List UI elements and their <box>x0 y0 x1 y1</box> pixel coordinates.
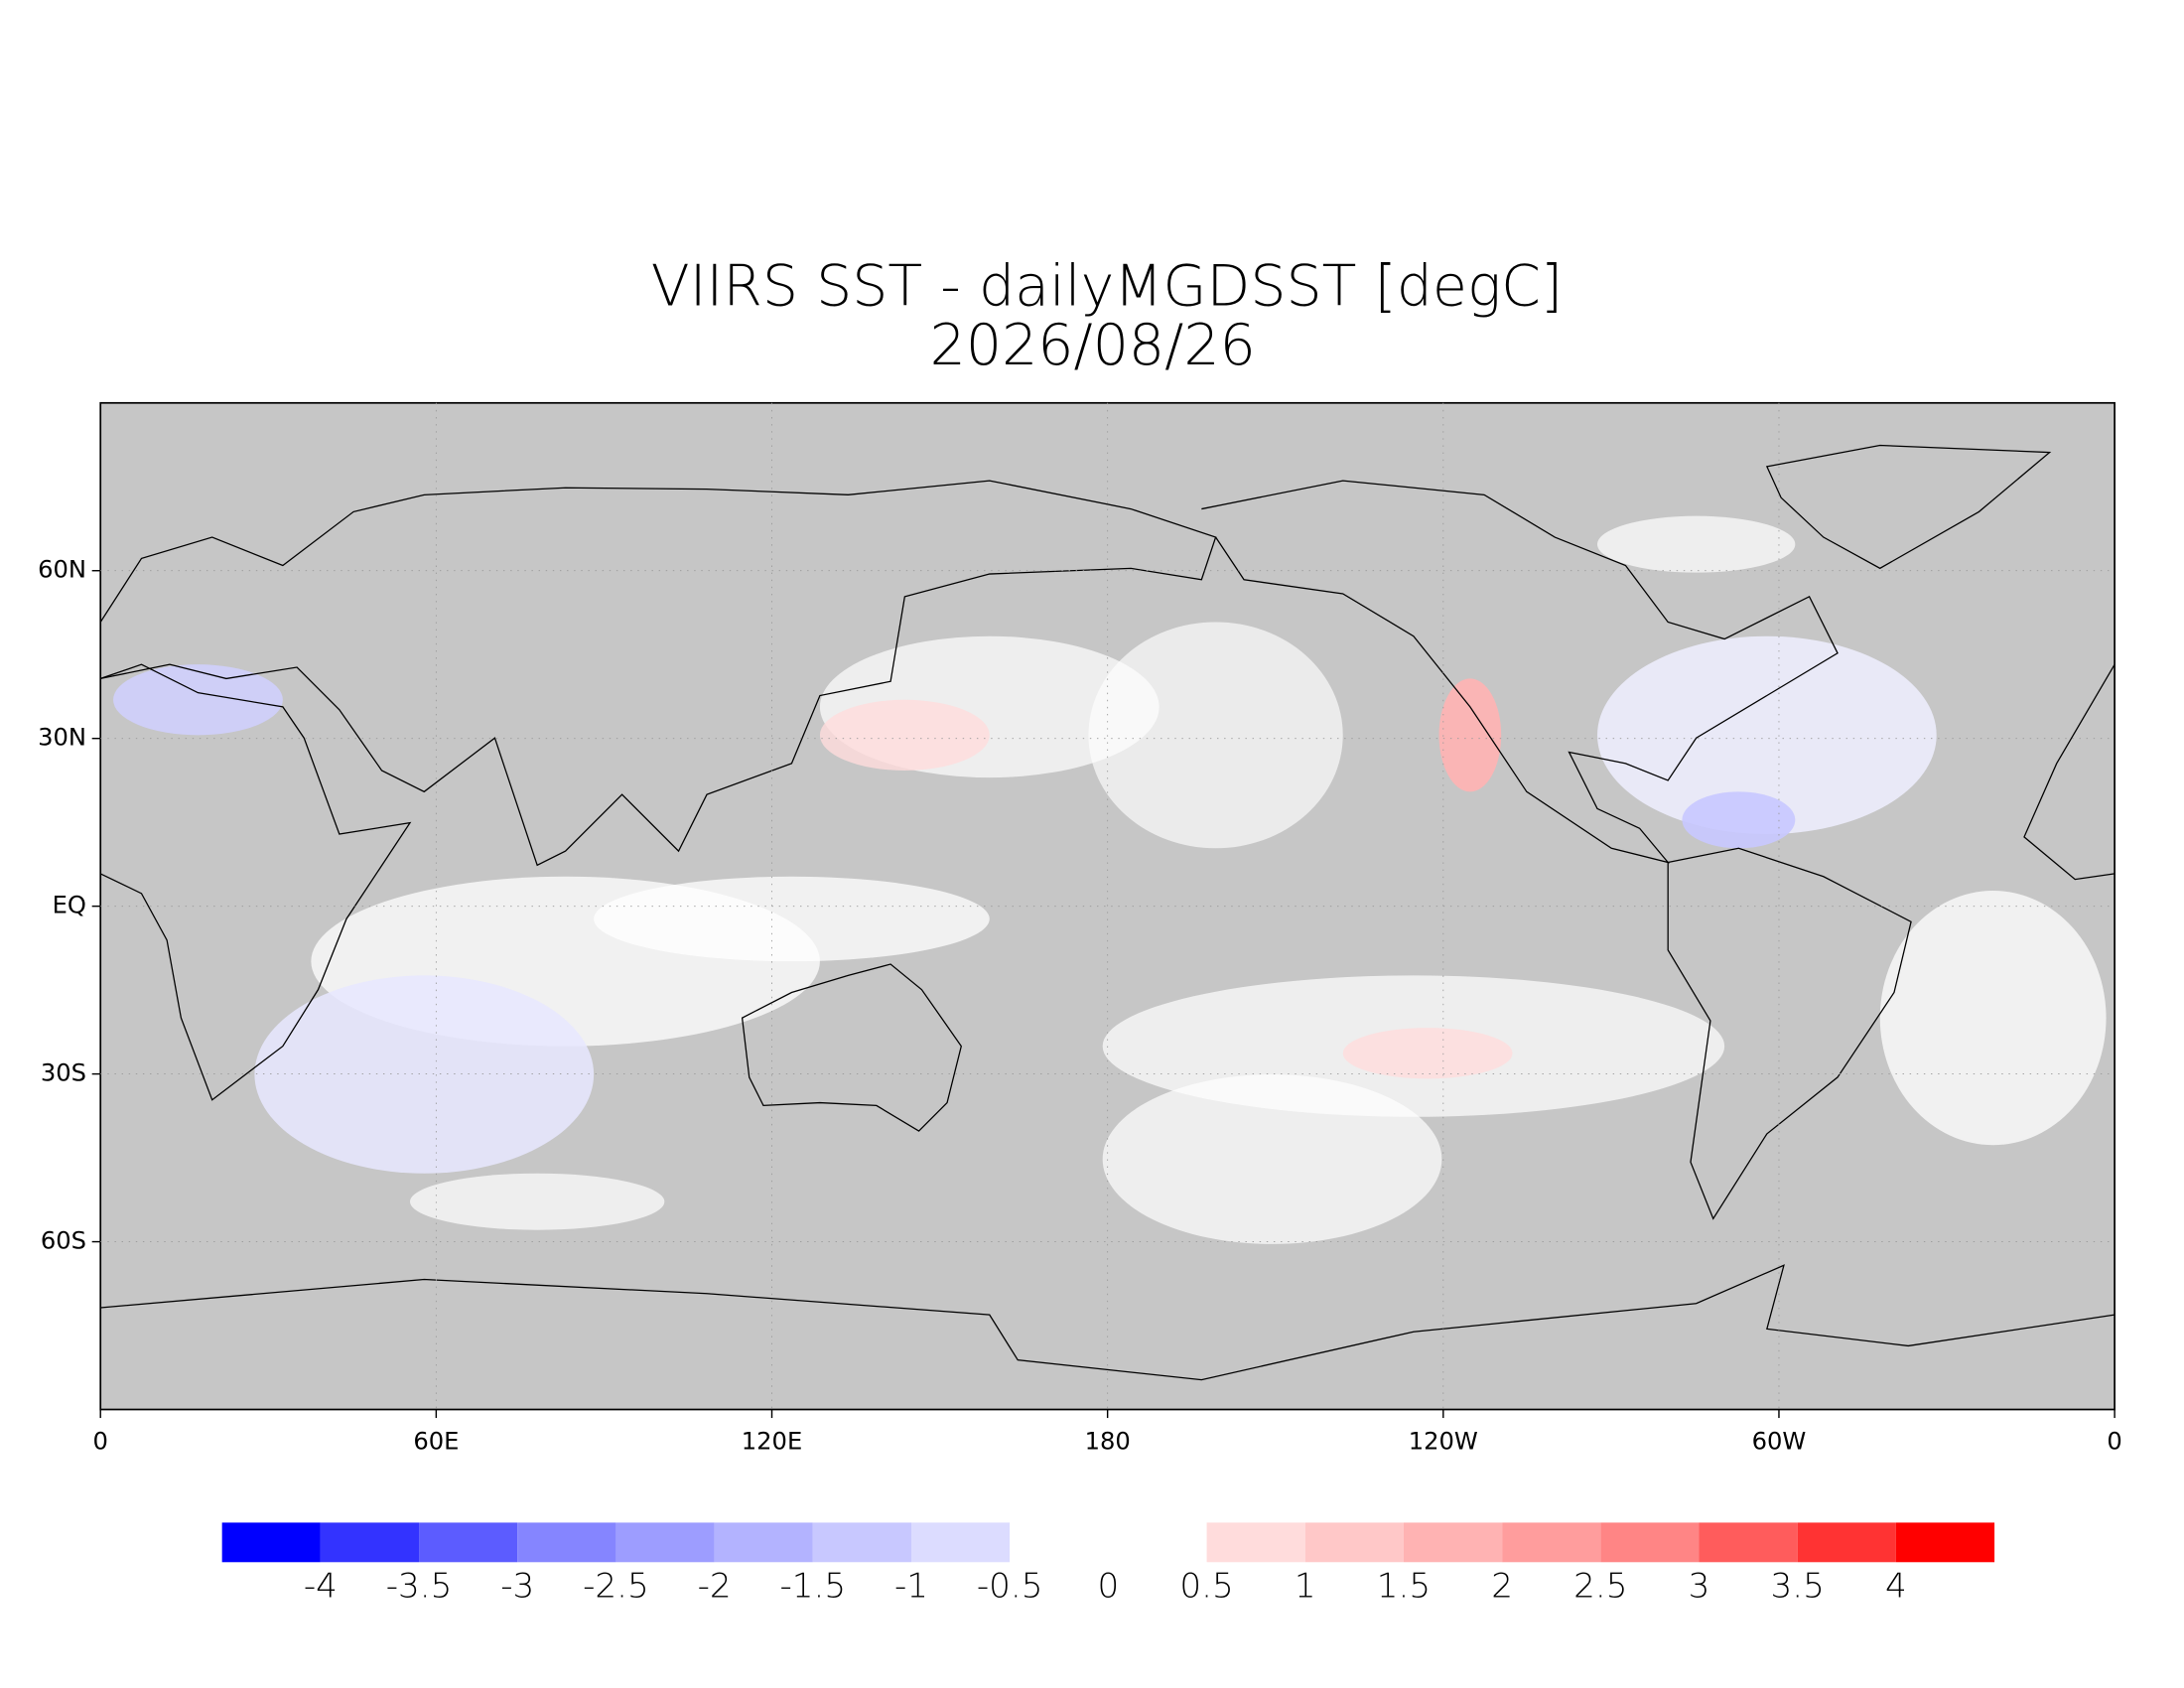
colorbar-bin <box>1206 1522 1305 1563</box>
colorbar-tick-label: 0.5 <box>1179 1566 1233 1606</box>
colorbar-bin <box>910 1522 1011 1563</box>
colorbar-bin <box>1797 1522 1896 1563</box>
y-tick-label: 30N <box>38 724 86 752</box>
patch <box>1597 515 1796 573</box>
x-tick-label: 120E <box>742 1427 802 1455</box>
colorbar-tick-label: 2.5 <box>1573 1566 1627 1606</box>
colorbar-tick-label: -1.5 <box>779 1566 846 1606</box>
x-tick-label: 60E <box>413 1427 459 1455</box>
x-tick-label: 180 <box>1085 1427 1131 1455</box>
coast-greenland <box>1765 444 2052 570</box>
patch <box>410 1173 665 1230</box>
colorbar-tick-label: -3 <box>500 1566 534 1606</box>
coast-eurasia <box>99 480 1217 867</box>
coast-africa-west <box>2023 663 2116 881</box>
colorbar-tick-label: 3 <box>1689 1566 1710 1606</box>
colorbar-bin <box>1304 1522 1404 1563</box>
colorbar-tick-label: 2 <box>1491 1566 1513 1606</box>
coast-south-america <box>1667 847 1912 1220</box>
x-tick-label: 0 <box>93 1427 108 1455</box>
patch <box>1879 890 2107 1146</box>
x-tick-label: 120W <box>1409 1427 1478 1455</box>
patch <box>1597 635 1937 835</box>
colorbar-tick-label: -0.5 <box>977 1566 1043 1606</box>
chart-title: VIIRS SST - dailyMGDSST [degC] <box>651 253 1563 319</box>
colorbar-tick-label: -2 <box>698 1566 732 1606</box>
colorbar-bin <box>221 1522 321 1563</box>
coastlines <box>99 444 2116 1381</box>
y-tick-label: 60S <box>41 1227 86 1255</box>
patch <box>1438 678 1502 792</box>
patch <box>1682 791 1796 849</box>
colorbar-bin <box>1403 1522 1503 1563</box>
colorbar-bin <box>320 1522 420 1563</box>
patch <box>594 876 990 962</box>
patch <box>1342 1028 1513 1079</box>
colorbar-tick-label: 3.5 <box>1771 1566 1825 1606</box>
colorbar-bin <box>1502 1522 1601 1563</box>
colorbar-bin <box>1600 1522 1700 1563</box>
colorbar-tick-label: -3.5 <box>386 1566 453 1606</box>
coast-africa <box>99 663 412 1101</box>
coast-australia <box>741 963 962 1132</box>
colorbar-bin <box>1010 1522 1207 1563</box>
coast-antarctica <box>100 1264 2116 1381</box>
colorbar-bin <box>714 1522 813 1563</box>
patch <box>819 699 990 771</box>
y-tick-label: 30S <box>41 1059 86 1087</box>
colorbar-tick-label: 1 <box>1295 1566 1316 1606</box>
chart-subtitle: 2026/08/26 <box>930 313 1256 378</box>
colorbar-bin <box>517 1522 616 1563</box>
patch <box>113 664 283 736</box>
colorbar-bin <box>419 1522 518 1563</box>
colorbar-tick-label: 4 <box>1885 1566 1907 1606</box>
colorbar-tick-label: 1.5 <box>1377 1566 1431 1606</box>
x-tick-label: 60W <box>1752 1427 1807 1455</box>
colorbar-bin <box>1699 1522 1798 1563</box>
colorbar-tick-label: -4 <box>304 1566 338 1606</box>
x-tick-label: 0 <box>2107 1427 2121 1455</box>
colorbar-bin <box>615 1522 715 1563</box>
colorbar-tick-label: -1 <box>894 1566 928 1606</box>
colorbar-tick-label: -2.5 <box>583 1566 649 1606</box>
colorbar-bin <box>1895 1522 1995 1563</box>
patch <box>1088 622 1343 849</box>
patch <box>1102 1074 1442 1244</box>
colorbar-bin <box>812 1522 911 1563</box>
anomaly-patches <box>113 515 2107 1244</box>
y-tick-label: 60N <box>38 556 86 584</box>
coast-north-america <box>1201 480 1839 864</box>
y-tick-label: EQ <box>53 892 86 919</box>
patch <box>254 975 595 1174</box>
colorbar-tick-label: 0 <box>1098 1566 1120 1606</box>
